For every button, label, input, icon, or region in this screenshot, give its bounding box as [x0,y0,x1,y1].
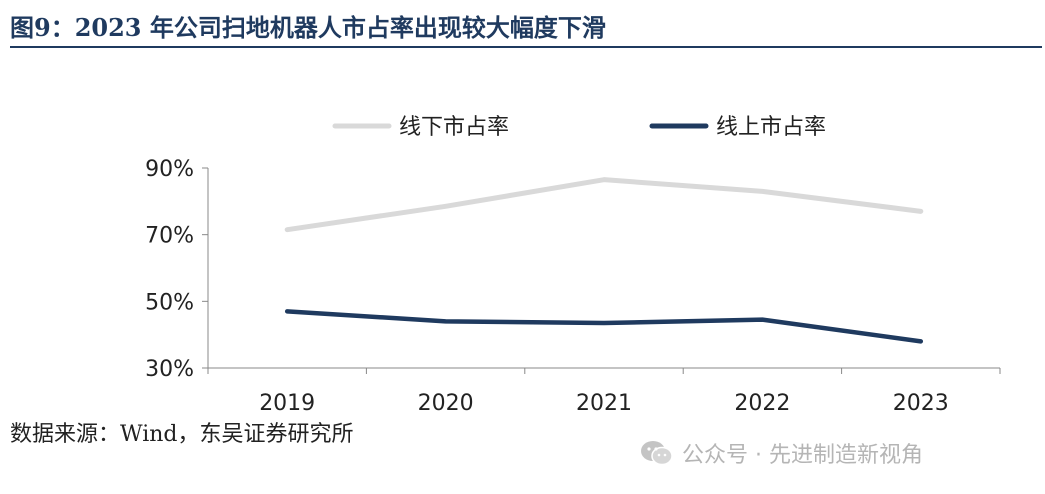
chart-series [284,177,924,344]
series-line-1 [284,177,924,233]
source-note: 数据来源：Wind，东吴证券研究所 [10,422,354,447]
y-tick-label: 50% [145,290,194,315]
y-tick-label: 90% [145,157,194,182]
x-tick-label: 2021 [576,391,632,416]
x-tick-label: 2023 [893,391,949,416]
y-tick-label: 70% [145,224,194,249]
x-tick-label: 2019 [259,391,315,416]
chart-axes: 30% 50% 70% 90% 2019 2020 2021 2022 2023 [145,157,1001,416]
watermark: 公众号 · 先进制造新视角 [640,436,923,470]
wechat-icon [641,441,673,466]
chart-legend: 线下市占率 线上市占率 [332,115,826,140]
legend-label-2: 线上市占率 [716,115,826,140]
series-line-2 [284,309,924,344]
figure-title: 图9：2023 年公司扫地机器人市占率出现较大幅度下滑 [10,13,606,42]
x-tick-label: 2020 [418,391,474,416]
title-divider [10,46,1042,48]
legend-label-1: 线下市占率 [399,115,509,140]
title-bar: 图9：2023 年公司扫地机器人市占率出现较大幅度下滑 [0,0,1045,50]
watermark-text: 公众号 · 先进制造新视角 [682,443,923,468]
x-tick-label: 2022 [734,391,790,416]
y-tick-label: 30% [145,357,194,382]
